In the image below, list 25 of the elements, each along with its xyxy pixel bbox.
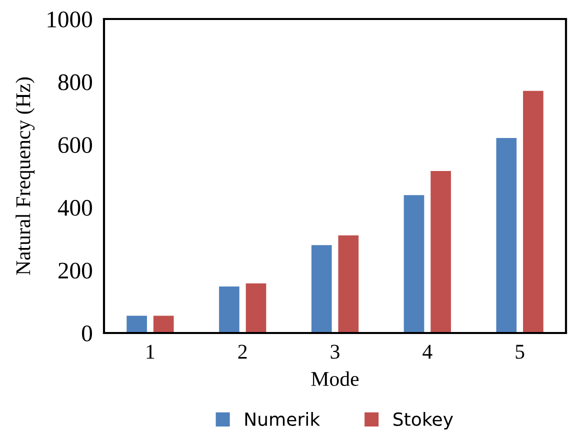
bar <box>523 90 544 333</box>
y-axis-title: Natural Frequency (Hz) <box>16 77 35 275</box>
x-tick-label: 2 <box>238 344 247 359</box>
y-tick-label: 200 <box>58 262 92 279</box>
bar <box>153 316 174 333</box>
bar <box>126 316 147 333</box>
legend-label: Stokey <box>394 412 453 430</box>
x-tick-label: 1 <box>146 344 154 359</box>
bar <box>404 195 424 333</box>
y-tick-label: 1000 <box>48 11 92 28</box>
x-tick-label: 3 <box>330 344 340 359</box>
x-tick-label: 5 <box>516 344 524 359</box>
y-tick-label: 600 <box>58 137 92 154</box>
y-tick-label: 800 <box>58 74 92 90</box>
bar <box>338 235 359 333</box>
bar <box>496 138 517 333</box>
bar <box>311 245 332 333</box>
bar <box>219 286 240 333</box>
bar <box>430 170 451 333</box>
y-tick-label: 400 <box>58 200 92 216</box>
bar <box>246 283 266 333</box>
x-tick-label: 4 <box>422 344 432 359</box>
x-axis-title: Mode <box>311 371 359 386</box>
y-tick-label: 0 <box>82 325 92 342</box>
legend-label: Numerik <box>245 412 320 426</box>
